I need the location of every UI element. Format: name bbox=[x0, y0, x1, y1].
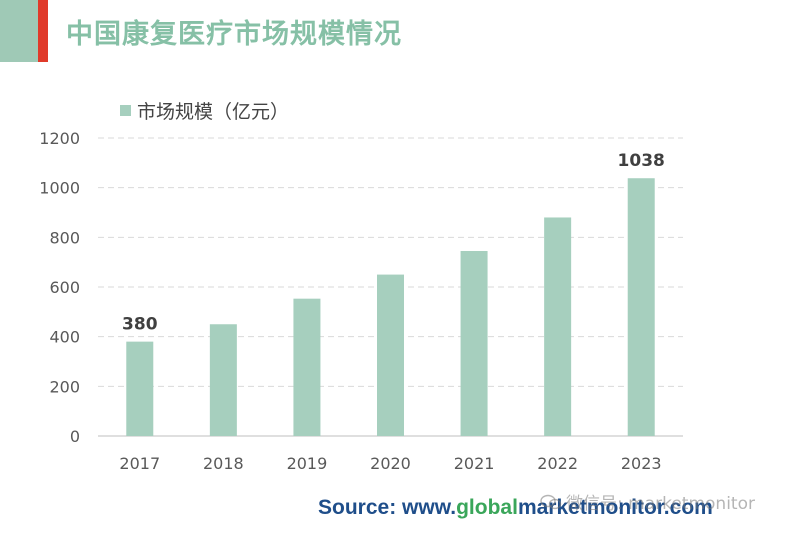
data-label-2023: 1038 bbox=[618, 151, 665, 171]
title-accent-bar bbox=[0, 0, 38, 62]
title-accent-red-stripe bbox=[38, 0, 48, 62]
y-tick-label: 1200 bbox=[39, 129, 80, 148]
source-site-accent: global bbox=[456, 496, 518, 519]
bar-2019 bbox=[293, 298, 321, 436]
x-tick-label: 2020 bbox=[370, 454, 411, 473]
y-tick-label: 400 bbox=[49, 328, 80, 347]
x-tick-label: 2019 bbox=[287, 454, 328, 473]
legend-label: 市场规模（亿元） bbox=[137, 101, 290, 123]
bar-2018 bbox=[209, 324, 237, 436]
x-tick-label: 2023 bbox=[621, 454, 662, 473]
source-prefix: Source: bbox=[318, 496, 403, 519]
source-credit: Source: www.globalmarketmonitor.com bbox=[318, 496, 713, 520]
data-label-2017: 380 bbox=[122, 315, 158, 335]
x-tick-label: 2021 bbox=[454, 454, 495, 473]
source-site-end: marketmonitor.com bbox=[517, 496, 713, 519]
bar-2017 bbox=[126, 341, 154, 436]
wechat-watermark: 微信号: marketmonitor bbox=[540, 489, 755, 514]
y-tick-label: 1000 bbox=[39, 179, 80, 198]
y-tick-label: 0 bbox=[70, 427, 80, 446]
bar-2021 bbox=[460, 250, 488, 436]
y-tick-label: 200 bbox=[49, 377, 80, 396]
bar-2020 bbox=[377, 274, 404, 436]
x-tick-label: 2022 bbox=[537, 454, 578, 473]
chart-legend: 市场规模（亿元） bbox=[120, 97, 289, 124]
page-title: 中国康复医疗市场规模情况 bbox=[66, 19, 402, 50]
source-site-start: www. bbox=[402, 496, 457, 519]
y-tick-label: 800 bbox=[49, 228, 80, 247]
wechat-icon bbox=[540, 494, 562, 509]
y-tick-label: 600 bbox=[49, 278, 80, 297]
x-tick-label: 2017 bbox=[119, 454, 160, 473]
watermark-text: 微信号: marketmonitor bbox=[566, 494, 755, 514]
legend-swatch bbox=[120, 105, 131, 116]
bar-2023 bbox=[627, 178, 655, 437]
bar-2022 bbox=[544, 217, 572, 436]
x-tick-label: 2018 bbox=[203, 454, 244, 473]
